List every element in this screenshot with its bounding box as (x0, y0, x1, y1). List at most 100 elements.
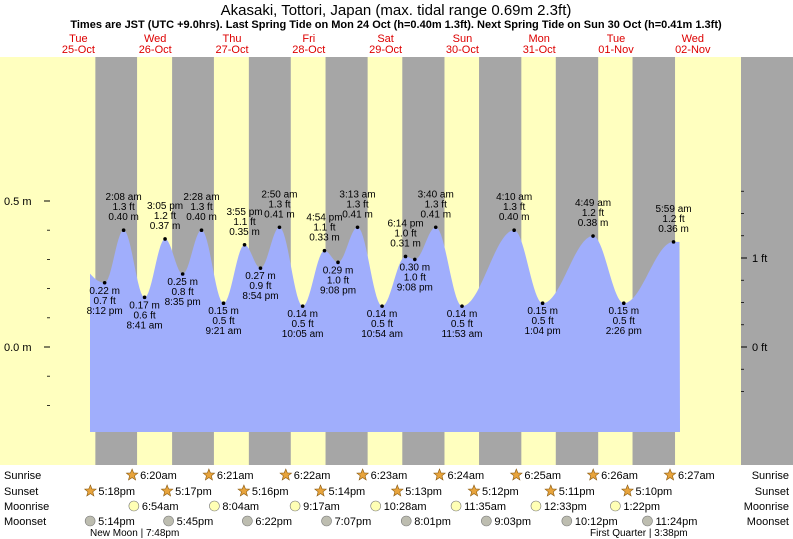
extreme-dot (540, 301, 545, 306)
sunrise-time: 6:20am (140, 470, 177, 482)
sunrise-row-label-right: Sunrise (752, 470, 789, 482)
moonrise-moon-icon (530, 500, 542, 512)
extreme-label: 0.30 m (400, 262, 431, 273)
sunrise-sun-icon (663, 468, 677, 481)
moonset-time: 7:07pm (335, 516, 372, 528)
moonset-moon-icon (321, 515, 332, 527)
extreme-dot (380, 304, 384, 308)
extreme-label: 3:05 pm (147, 201, 183, 212)
extreme-label: 0.15 m (527, 306, 558, 317)
extreme-label: 4:54 pm (306, 213, 342, 224)
moonrise-row-label: Moonrise (4, 501, 49, 513)
sunrise-sun-icon (433, 468, 446, 481)
extreme-dot (121, 228, 126, 232)
extreme-dot (142, 295, 147, 300)
moonrise-row-label-right: Moonrise (744, 501, 789, 513)
moonset-moon-icon (642, 515, 653, 527)
day-label-date: 01-Nov (598, 44, 634, 56)
extreme-label: 5:59 am (655, 204, 691, 215)
moonrise-time: 1:22pm (623, 501, 660, 513)
extreme-label: 0.5 ft (531, 316, 553, 327)
extreme-label: 1.3 ft (112, 202, 134, 213)
day-label-date: 28-Oct (292, 44, 325, 56)
extreme-dot (102, 280, 107, 285)
extreme-dot (512, 228, 516, 232)
moonset-time: 6:22pm (255, 516, 292, 528)
extreme-dot (258, 266, 263, 270)
extreme-label: 1.1 ft (233, 217, 255, 228)
moonset-row-label: Moonset (4, 516, 46, 528)
sunset-row-label: Sunset (4, 486, 38, 498)
sunset-time: 5:10pm (636, 486, 673, 498)
extreme-label: 0.31 m (390, 238, 421, 249)
extreme-dot (322, 248, 327, 253)
extreme-dot (433, 225, 438, 230)
day-label-date: 26-Oct (139, 44, 172, 56)
extreme-label: 0.5 ft (451, 319, 473, 330)
extreme-label: 0.15 m (608, 306, 639, 317)
sunset-sun-icon (621, 484, 634, 497)
moonset-moon-icon (561, 515, 573, 527)
day-label-dow: Wed (682, 33, 704, 45)
extreme-label: 0.33 m (309, 233, 340, 244)
moonrise-moon-icon (128, 500, 140, 512)
day-label-dow: Mon (528, 33, 549, 45)
moonset-moon-icon (400, 515, 412, 527)
moonset-moon-icon (84, 515, 96, 527)
day-label-date: 30-Oct (446, 44, 479, 56)
extreme-label: 0.17 m (129, 300, 160, 311)
new-moon-label: New Moon | 7:48pm (90, 528, 179, 539)
sunrise-time: 6:27am (678, 470, 715, 482)
extreme-label: 0.40 m (108, 212, 139, 223)
extreme-label: 8:35 pm (165, 297, 201, 308)
tide-annotations: 0.22 m0.7 ft8:12 pm2:08 am1.3 ft0.40 m0.… (87, 189, 692, 340)
extreme-label: 0.14 m (367, 309, 398, 320)
moonset-moon-icon (481, 515, 492, 527)
extreme-label: 0.14 m (447, 309, 478, 320)
extreme-label: 0.27 m (245, 271, 276, 282)
extreme-label: 0.25 m (167, 277, 198, 288)
extreme-label: 6:14 pm (387, 218, 423, 229)
extreme-label: 0.8 ft (172, 287, 194, 298)
extreme-dot (591, 234, 595, 238)
sunrise-time: 6:22am (294, 470, 331, 482)
extreme-dot (460, 304, 464, 308)
moonrise-time: 10:28am (384, 501, 427, 513)
day-label-dow: Sat (377, 33, 394, 45)
right-night-band (741, 57, 793, 465)
extreme-label: 1.2 ft (662, 214, 684, 225)
moonset-time: 8:01pm (414, 516, 451, 528)
sunset-time: 5:17pm (175, 486, 212, 498)
extreme-label: 0.29 m (323, 265, 354, 276)
extreme-dot (277, 225, 282, 230)
sunset-time: 5:13pm (405, 486, 442, 498)
y-tick-left: 0.5 m (4, 196, 32, 208)
moonrise-moon-icon (370, 500, 381, 512)
extreme-label: 0.35 m (229, 227, 260, 238)
sunrise-sun-icon (279, 468, 293, 481)
sunrise-sun-icon (586, 468, 600, 481)
extreme-label: 0.5 ft (613, 316, 635, 327)
extreme-dot (621, 301, 626, 306)
day-label-dow: Thu (223, 33, 242, 45)
moonrise-time: 11:35am (464, 501, 506, 513)
day-label-dow: Wed (144, 33, 166, 45)
day-label-date: 27-Oct (215, 44, 248, 56)
astro-table: Sunrise Sunset Moonrise Moonset Sunrise … (4, 468, 789, 539)
sunset-time: 5:11pm (559, 486, 595, 498)
sunset-sun-icon (544, 484, 558, 497)
sunset-sun-icon (390, 484, 404, 497)
extreme-label: 1.3 ft (190, 202, 212, 213)
moonrise-time: 6:54am (142, 501, 179, 513)
extreme-dot (336, 260, 340, 265)
extreme-label: 0.9 ft (249, 281, 271, 292)
extreme-label: 0.5 ft (371, 319, 393, 330)
sunset-time: 5:12pm (482, 486, 519, 498)
first-quarter-label: First Quarter | 3:38pm (590, 528, 688, 539)
extreme-label: 0.14 m (287, 309, 318, 320)
moonset-time: 11:24pm (655, 516, 697, 528)
extreme-label: 0.6 ft (133, 310, 155, 321)
day-label-date: 29-Oct (369, 44, 402, 56)
extreme-label: 8:12 pm (87, 306, 123, 317)
